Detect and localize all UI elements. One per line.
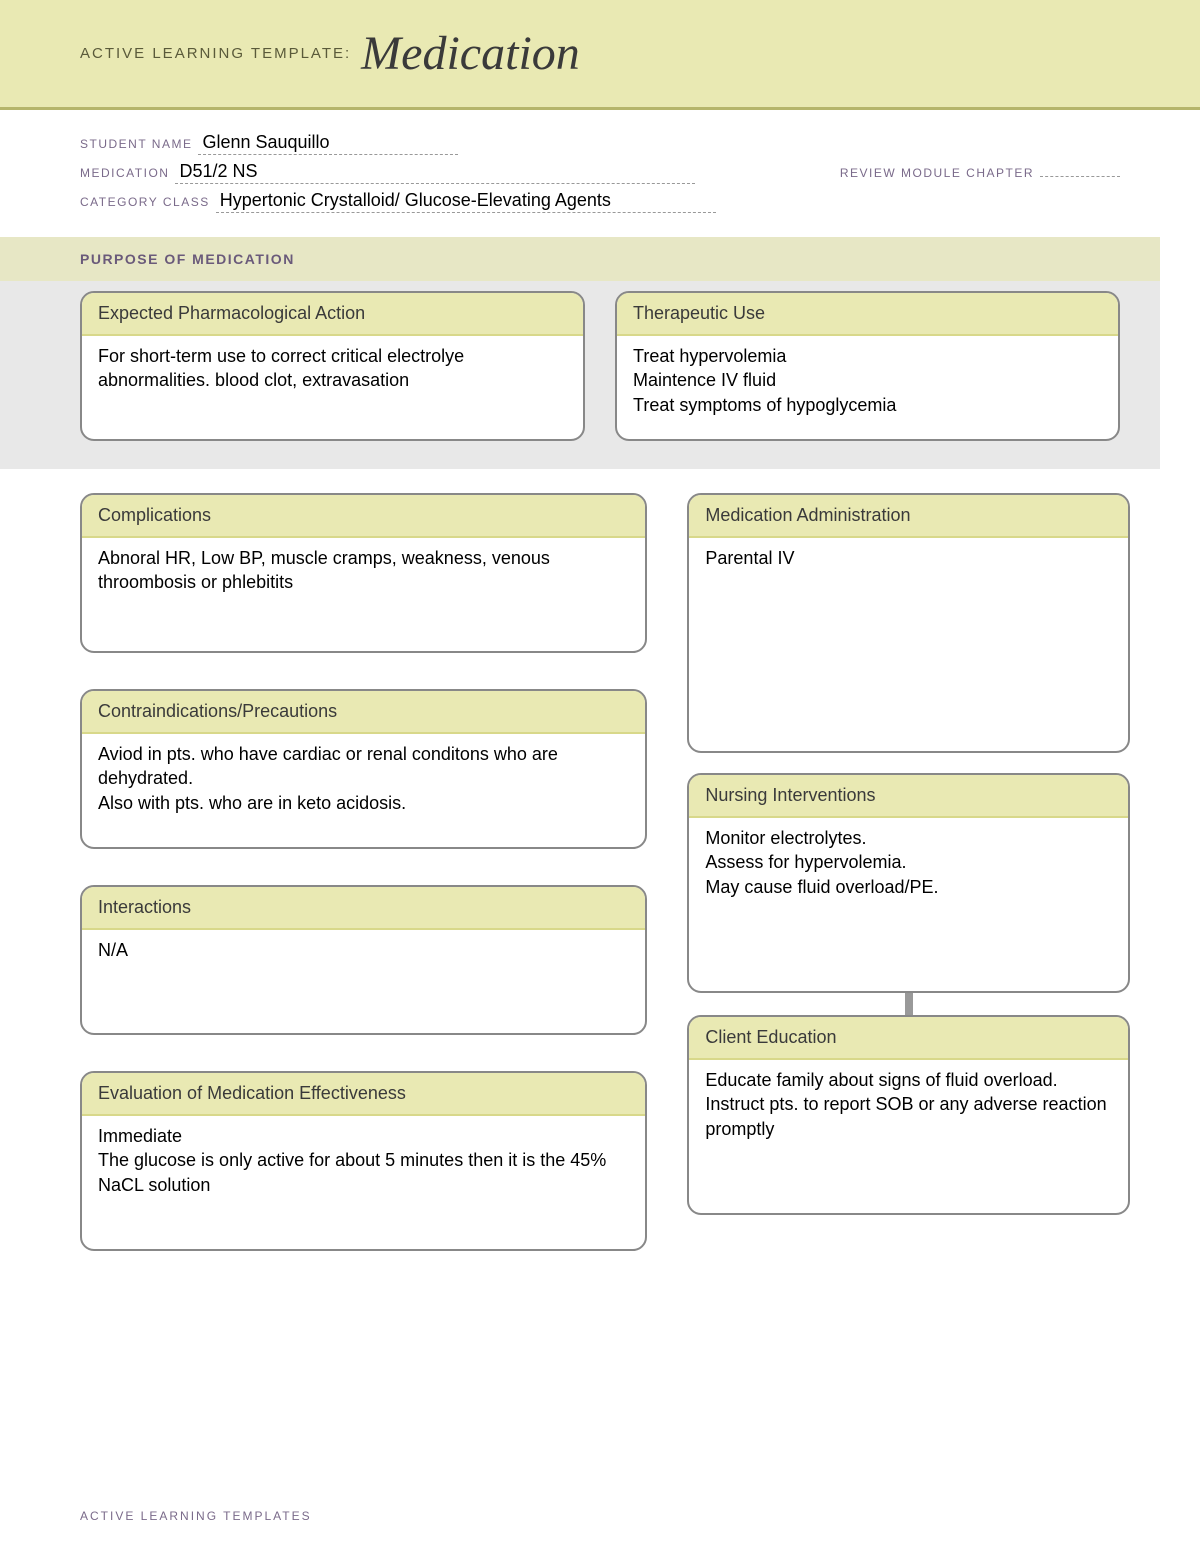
meta-row-category: CATEGORY CLASS Hypertonic Crystalloid/ G…	[80, 190, 1120, 213]
card-body: N/A	[82, 930, 645, 976]
card-administration: Medication Administration Parental IV	[687, 493, 1130, 753]
purpose-section: Expected Pharmacological Action For shor…	[0, 281, 1160, 469]
medication-value: D51/2 NS	[175, 161, 695, 184]
banner-prefix: ACTIVE LEARNING TEMPLATE:	[80, 45, 351, 62]
card-body: Monitor electrolytes. Assess for hypervo…	[689, 818, 1128, 913]
banner-title: Medication	[361, 26, 580, 81]
student-name-value: Glenn Sauquillo	[198, 132, 458, 155]
card-therapeutic-use: Therapeutic Use Treat hypervolemia Maint…	[615, 291, 1120, 441]
page-banner: ACTIVE LEARNING TEMPLATE: Medication	[0, 0, 1200, 110]
card-title: Evaluation of Medication Effectiveness	[82, 1073, 645, 1116]
purpose-heading: PURPOSE OF MEDICATION	[0, 237, 1160, 281]
card-title: Medication Administration	[689, 495, 1128, 538]
card-contraindications: Contraindications/Precautions Aviod in p…	[80, 689, 647, 849]
card-client-education: Client Education Educate family about si…	[687, 1015, 1130, 1215]
card-title: Complications	[82, 495, 645, 538]
review-chapter-value	[1040, 175, 1120, 177]
right-column: Medication Administration Parental IV Nu…	[687, 493, 1130, 1287]
meta-block: STUDENT NAME Glenn Sauquillo MEDICATION …	[0, 110, 1200, 237]
card-body: Abnoral HR, Low BP, muscle cramps, weakn…	[82, 538, 645, 609]
category-class-value: Hypertonic Crystalloid/ Glucose-Elevatin…	[216, 190, 716, 213]
review-chapter-label: REVIEW MODULE CHAPTER	[840, 166, 1034, 180]
card-title: Client Education	[689, 1017, 1128, 1060]
card-connector	[905, 993, 913, 1015]
card-title: Contraindications/Precautions	[82, 691, 645, 734]
card-title: Therapeutic Use	[617, 293, 1118, 336]
card-interactions: Interactions N/A	[80, 885, 647, 1035]
card-body: Parental IV	[689, 538, 1128, 584]
card-body: Aviod in pts. who have cardiac or renal …	[82, 734, 645, 829]
left-column: Complications Abnoral HR, Low BP, muscle…	[80, 493, 647, 1287]
card-title: Expected Pharmacological Action	[82, 293, 583, 336]
card-title: Nursing Interventions	[689, 775, 1128, 818]
card-body: Educate family about signs of fluid over…	[689, 1060, 1128, 1155]
card-evaluation: Evaluation of Medication Effectiveness I…	[80, 1071, 647, 1251]
page-footer: ACTIVE LEARNING TEMPLATES	[80, 1509, 312, 1523]
card-complications: Complications Abnoral HR, Low BP, muscle…	[80, 493, 647, 653]
meta-row-medication: MEDICATION D51/2 NS REVIEW MODULE CHAPTE…	[80, 161, 1120, 184]
card-body: For short-term use to correct critical e…	[82, 336, 583, 407]
card-title: Interactions	[82, 887, 645, 930]
meta-row-student: STUDENT NAME Glenn Sauquillo	[80, 132, 1120, 155]
card-pharm-action: Expected Pharmacological Action For shor…	[80, 291, 585, 441]
student-name-label: STUDENT NAME	[80, 137, 192, 151]
card-nursing-interventions: Nursing Interventions Monitor electrolyt…	[687, 773, 1130, 993]
card-body: Immediate The glucose is only active for…	[82, 1116, 645, 1211]
main-grid: Complications Abnoral HR, Low BP, muscle…	[0, 469, 1200, 1287]
medication-label: MEDICATION	[80, 166, 169, 180]
category-class-label: CATEGORY CLASS	[80, 195, 210, 209]
card-body: Treat hypervolemia Maintence IV fluid Tr…	[617, 336, 1118, 431]
